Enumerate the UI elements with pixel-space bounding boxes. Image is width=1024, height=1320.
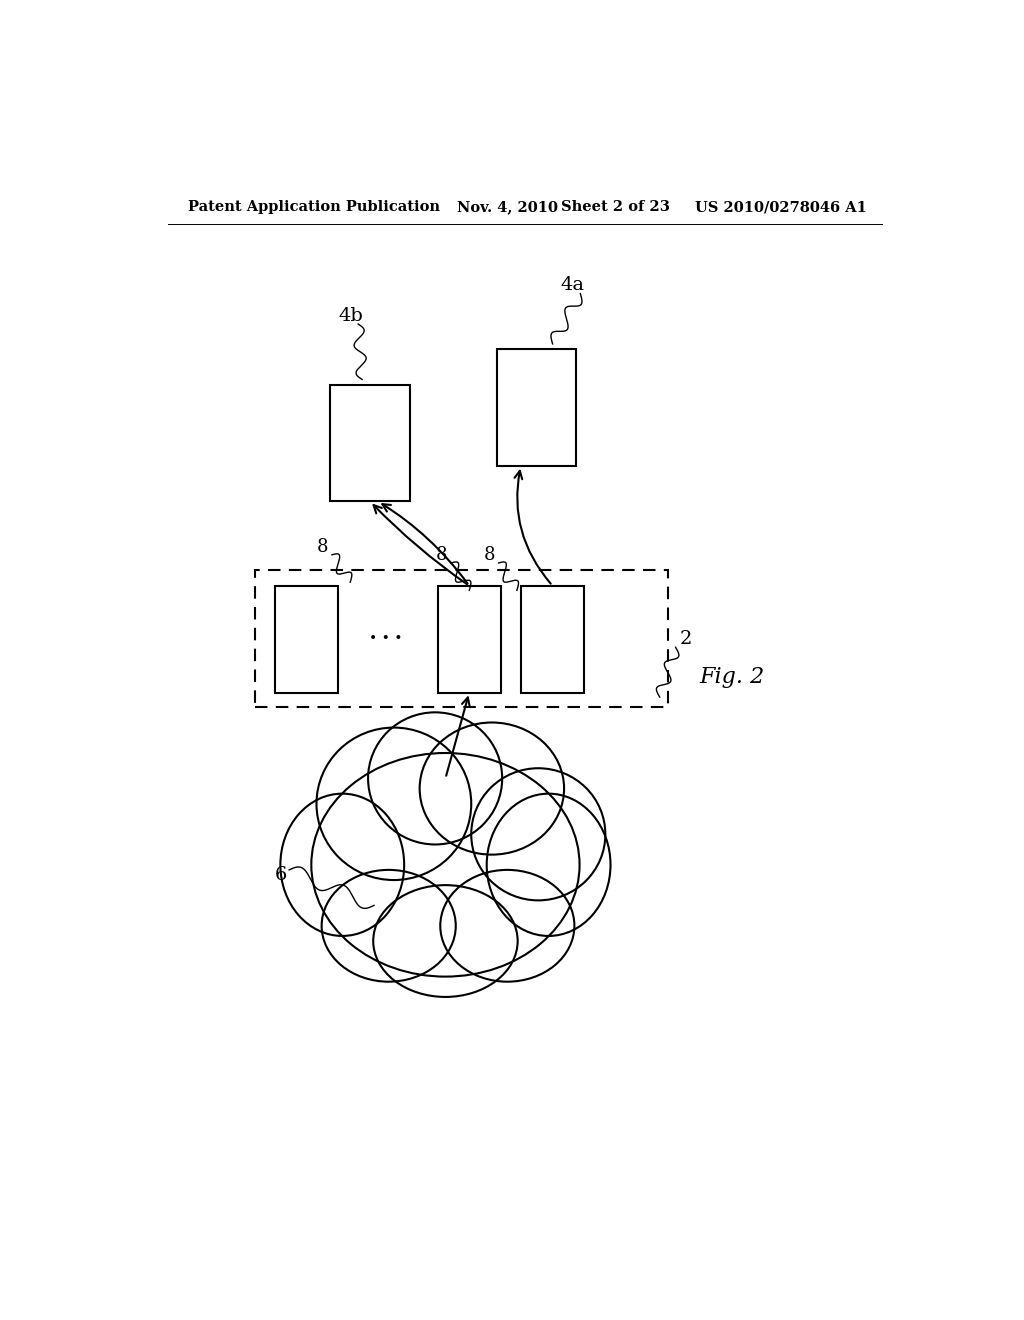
Ellipse shape bbox=[368, 713, 502, 845]
Text: Patent Application Publication: Patent Application Publication bbox=[187, 201, 439, 214]
Ellipse shape bbox=[281, 793, 404, 936]
Ellipse shape bbox=[471, 768, 605, 900]
Bar bbox=[331, 384, 410, 502]
Text: • • •: • • • bbox=[370, 632, 402, 647]
Text: Fig. 2: Fig. 2 bbox=[699, 665, 765, 688]
Text: Nov. 4, 2010: Nov. 4, 2010 bbox=[458, 201, 558, 214]
Text: 2: 2 bbox=[680, 630, 692, 648]
Text: Sheet 2 of 23: Sheet 2 of 23 bbox=[560, 201, 670, 214]
Bar bbox=[497, 348, 577, 466]
Bar bbox=[521, 586, 585, 693]
Text: US 2010/0278046 A1: US 2010/0278046 A1 bbox=[695, 201, 867, 214]
Text: 4a: 4a bbox=[560, 276, 585, 294]
Ellipse shape bbox=[440, 870, 574, 982]
Text: 8: 8 bbox=[316, 537, 328, 556]
Ellipse shape bbox=[316, 727, 471, 880]
Bar bbox=[255, 570, 668, 708]
Ellipse shape bbox=[486, 793, 610, 936]
Ellipse shape bbox=[373, 886, 518, 997]
Text: 4b: 4b bbox=[338, 308, 364, 325]
Ellipse shape bbox=[311, 752, 580, 977]
Ellipse shape bbox=[322, 870, 456, 982]
Text: 8: 8 bbox=[483, 545, 495, 564]
Ellipse shape bbox=[420, 722, 564, 854]
Bar bbox=[437, 586, 501, 693]
Bar bbox=[274, 586, 338, 693]
Text: 8: 8 bbox=[436, 545, 447, 564]
Text: 6: 6 bbox=[274, 866, 287, 884]
